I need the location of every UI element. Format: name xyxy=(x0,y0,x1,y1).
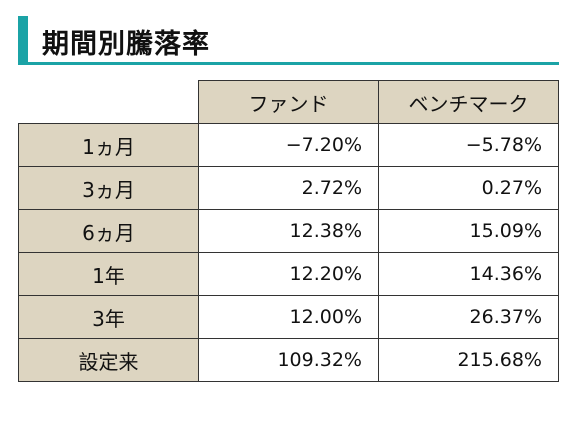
benchmark-value: 0.27% xyxy=(378,166,559,210)
table-row: 3ヵ月 2.72% 0.27% xyxy=(18,166,559,210)
header-fund: ファンド xyxy=(198,80,379,124)
row-label: 6ヵ月 xyxy=(18,209,199,253)
fund-value: 2.72% xyxy=(198,166,379,210)
section-header: 期間別騰落率 xyxy=(18,16,559,65)
row-label: 3ヵ月 xyxy=(18,166,199,210)
table-row: 1ヵ月 −7.20% −5.78% xyxy=(18,123,559,167)
title-underline xyxy=(18,62,559,65)
fund-value: 12.38% xyxy=(198,209,379,253)
fund-value: 12.00% xyxy=(198,295,379,339)
performance-table: ファンド ベンチマーク 1ヵ月 −7.20% −5.78% 3ヵ月 2.72% … xyxy=(18,80,559,382)
table-row: 1年 12.20% 14.36% xyxy=(18,252,559,296)
header-benchmark: ベンチマーク xyxy=(378,80,559,124)
table-row: 設定来 109.32% 215.68% xyxy=(18,338,559,382)
accent-bar xyxy=(18,16,28,64)
benchmark-value: 26.37% xyxy=(378,295,559,339)
table-row: 6ヵ月 12.38% 15.09% xyxy=(18,209,559,253)
table-row: 3年 12.00% 26.37% xyxy=(18,295,559,339)
benchmark-value: −5.78% xyxy=(378,123,559,167)
benchmark-value: 215.68% xyxy=(378,338,559,382)
row-label: 1ヵ月 xyxy=(18,123,199,167)
table-corner-cell xyxy=(18,80,199,124)
row-label: 設定来 xyxy=(18,338,199,382)
fund-value: 109.32% xyxy=(198,338,379,382)
benchmark-value: 15.09% xyxy=(378,209,559,253)
row-label: 3年 xyxy=(18,295,199,339)
page-title: 期間別騰落率 xyxy=(42,29,210,60)
fund-value: −7.20% xyxy=(198,123,379,167)
table-header-row: ファンド ベンチマーク xyxy=(18,80,559,124)
fund-value: 12.20% xyxy=(198,252,379,296)
row-label: 1年 xyxy=(18,252,199,296)
benchmark-value: 14.36% xyxy=(378,252,559,296)
